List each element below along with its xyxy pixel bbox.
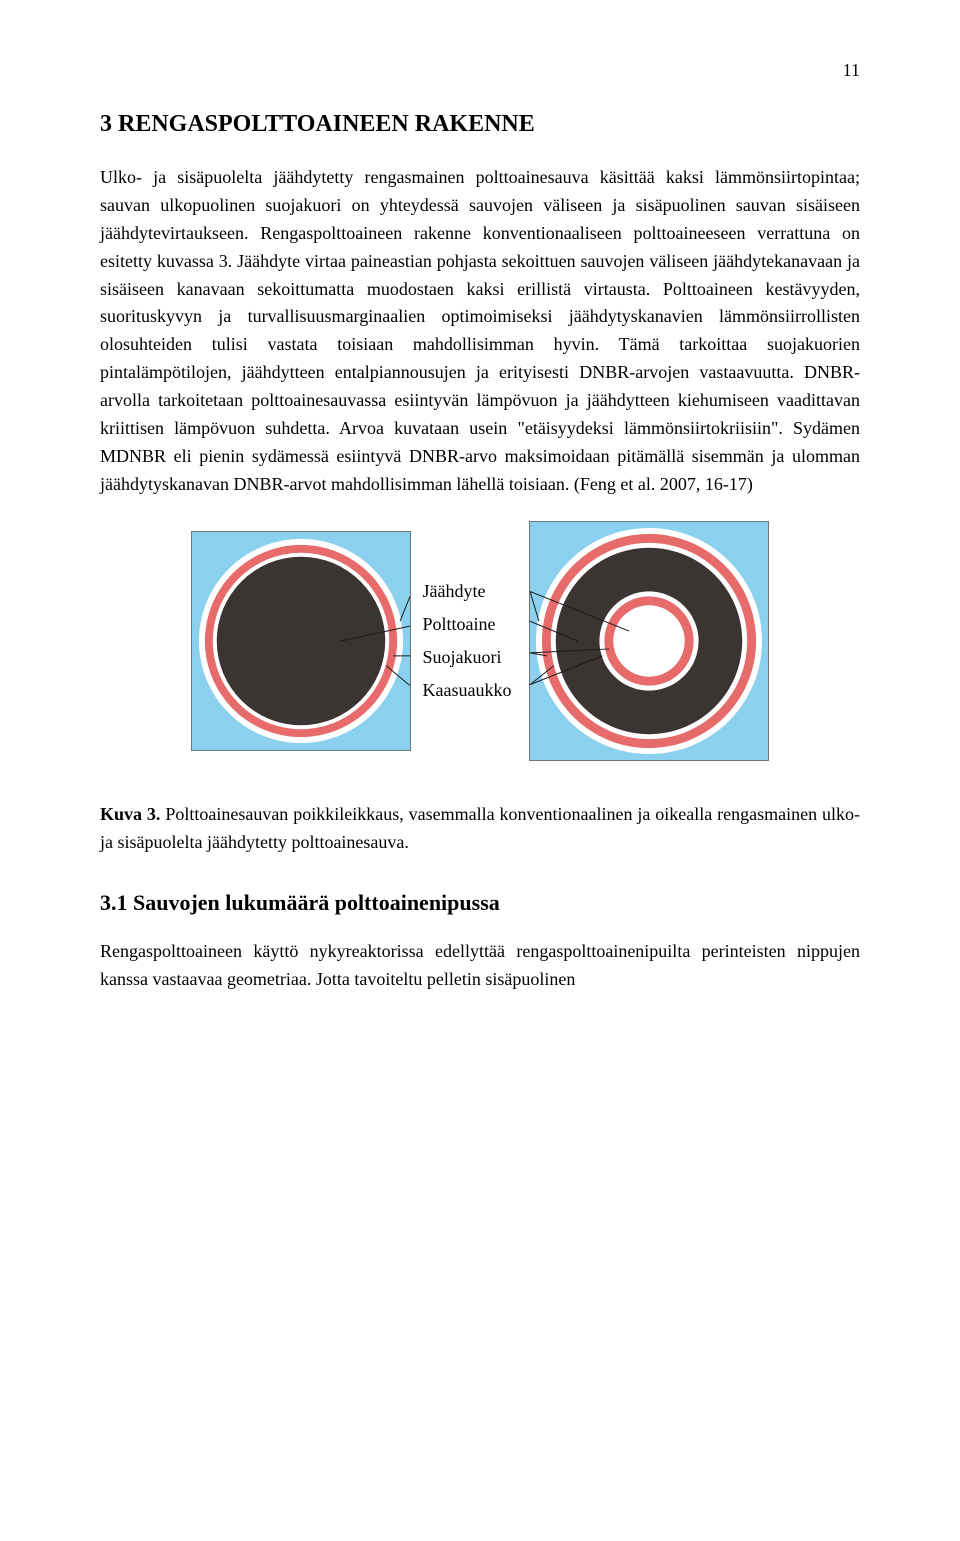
label-gas-gap: Kaasuaukko [423, 680, 512, 701]
caption-rest: Polttoainesauvan poikkileikkaus, vasemma… [100, 804, 860, 852]
caption-bold: Kuva 3. [100, 804, 160, 824]
page-number: 11 [100, 60, 860, 81]
figure-caption: Kuva 3. Polttoainesauvan poikkileikkaus,… [100, 801, 860, 857]
heading-main: 3 RENGASPOLTTOAINEEN RAKENNE [100, 111, 860, 138]
label-cladding: Suojakuori [423, 647, 512, 668]
diagram-labels: Jäähdyte Polttoaine Suojakuori Kaasuaukk… [423, 581, 512, 701]
figure: Jäähdyte Polttoaine Suojakuori Kaasuaukk… [100, 521, 860, 761]
paragraph-main: Ulko- ja sisäpuolelta jäähdytetty rengas… [100, 164, 860, 499]
label-fuel: Polttoaine [423, 614, 512, 635]
page: 11 3 RENGASPOLTTOAINEEN RAKENNE Ulko- ja… [0, 0, 960, 1056]
diagram-left [191, 531, 411, 751]
label-coolant: Jäähdyte [423, 581, 512, 602]
heading-sub: 3.1 Sauvojen lukumäärä polttoainenipussa [100, 890, 860, 916]
diagram-right [529, 521, 769, 761]
paragraph-sub: Rengaspolttoaineen käyttö nykyreaktoriss… [100, 938, 860, 994]
